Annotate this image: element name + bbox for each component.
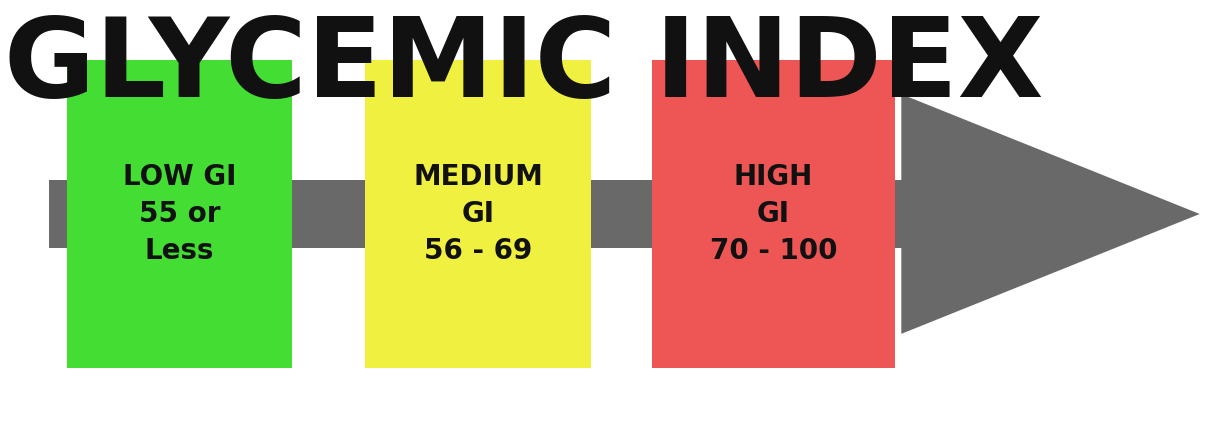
FancyBboxPatch shape	[365, 60, 591, 368]
FancyBboxPatch shape	[652, 60, 895, 368]
Text: MEDIUM
GI
56 - 69: MEDIUM GI 56 - 69	[413, 163, 543, 265]
Text: GLYCEMIC INDEX: GLYCEMIC INDEX	[4, 13, 1044, 120]
Text: LOW GI
55 or
Less: LOW GI 55 or Less	[123, 163, 236, 265]
Text: HIGH
GI
70 - 100: HIGH GI 70 - 100	[710, 163, 837, 265]
FancyBboxPatch shape	[67, 60, 292, 368]
Polygon shape	[49, 180, 999, 248]
Polygon shape	[901, 94, 1200, 334]
